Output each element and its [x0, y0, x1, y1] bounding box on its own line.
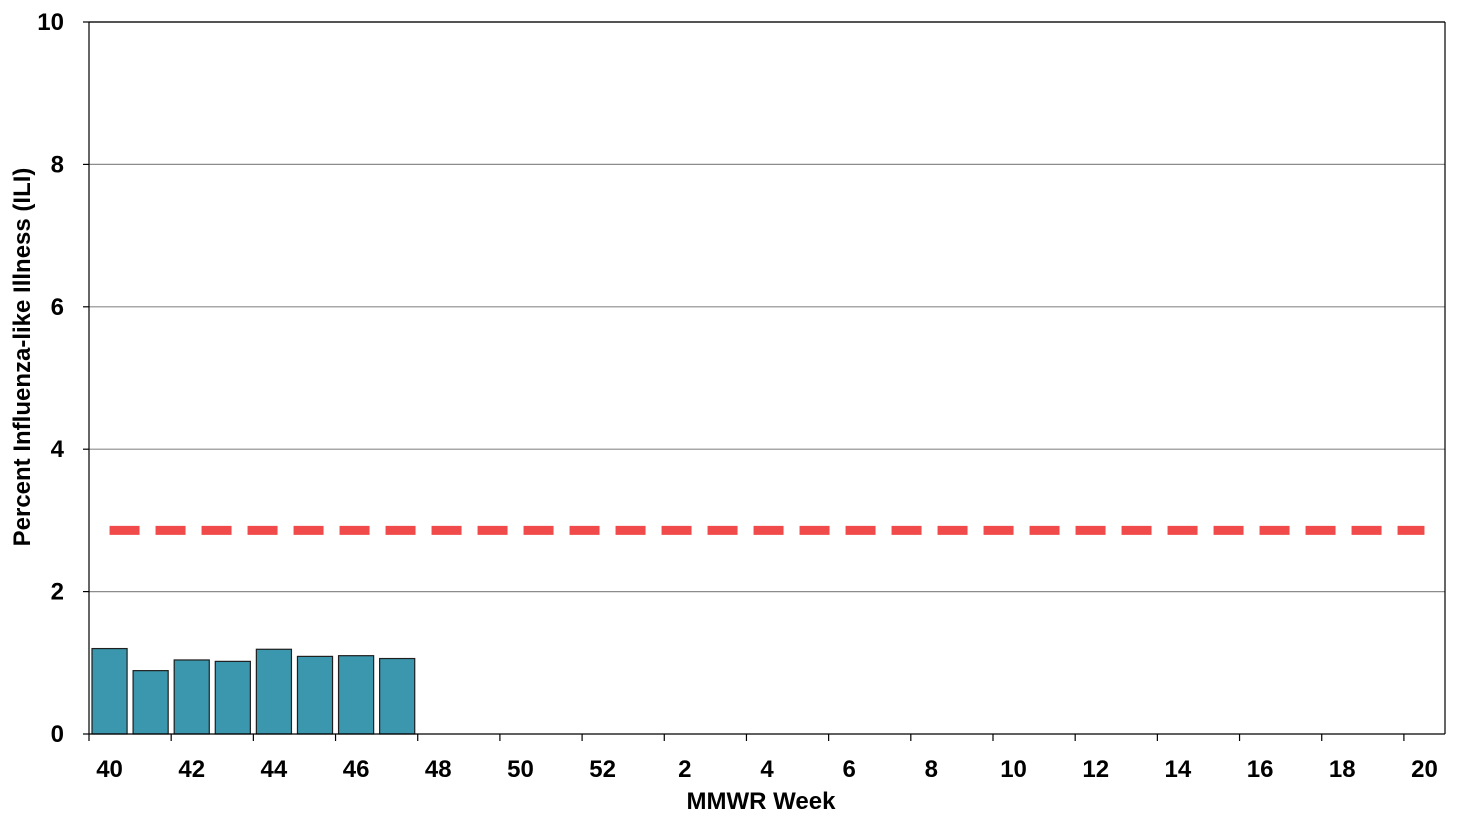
- bar: [379, 657, 416, 735]
- bar: [132, 670, 169, 735]
- x-axis-title: MMWR Week: [687, 788, 837, 813]
- axes: [83, 21, 1446, 741]
- x-tick-label: 10: [1000, 756, 1027, 783]
- x-tick-label: 18: [1329, 756, 1356, 783]
- bar: [173, 659, 210, 735]
- bar: [337, 655, 375, 735]
- x-tick-label: 52: [589, 756, 616, 783]
- x-tick-label: 20: [1411, 756, 1438, 783]
- bar: [255, 648, 293, 735]
- bar: [296, 655, 334, 735]
- y-tick-label: 2: [51, 579, 64, 606]
- y-tick-labels: 0 2 4 6 8 10: [37, 9, 64, 748]
- y-tick-label: 4: [51, 436, 65, 463]
- x-tick-label: 6: [843, 756, 856, 783]
- x-tick-label: 12: [1082, 756, 1109, 783]
- x-tick-label: 2: [678, 756, 691, 783]
- gridlines: [89, 21, 1445, 593]
- x-tick-label: 14: [1165, 756, 1192, 783]
- x-tick-label: 40: [96, 756, 123, 783]
- bar-series: [91, 647, 416, 735]
- y-axis-title: Percent Influenza-like Illness (ILI): [9, 168, 36, 547]
- bar: [91, 647, 128, 735]
- y-tick-label: 10: [37, 9, 64, 36]
- y-tick-label: 6: [51, 294, 64, 321]
- x-tick-label: 48: [425, 756, 452, 783]
- y-tick-label: 8: [51, 151, 64, 178]
- x-tick-label: 8: [925, 756, 938, 783]
- bar: [214, 660, 251, 735]
- x-tick-label: 50: [507, 756, 534, 783]
- x-tick-label: 46: [343, 756, 370, 783]
- x-tick-labels: 40 42 44 46 48 50 52 2 4 6 8 10 12 14 16 18 20: [96, 756, 1438, 783]
- x-tick-label: 16: [1247, 756, 1274, 783]
- x-tick-label: 42: [178, 756, 205, 783]
- y-tick-label: 0: [51, 721, 64, 748]
- x-tick-label: 4: [760, 756, 774, 783]
- x-tick-label: 44: [261, 756, 288, 783]
